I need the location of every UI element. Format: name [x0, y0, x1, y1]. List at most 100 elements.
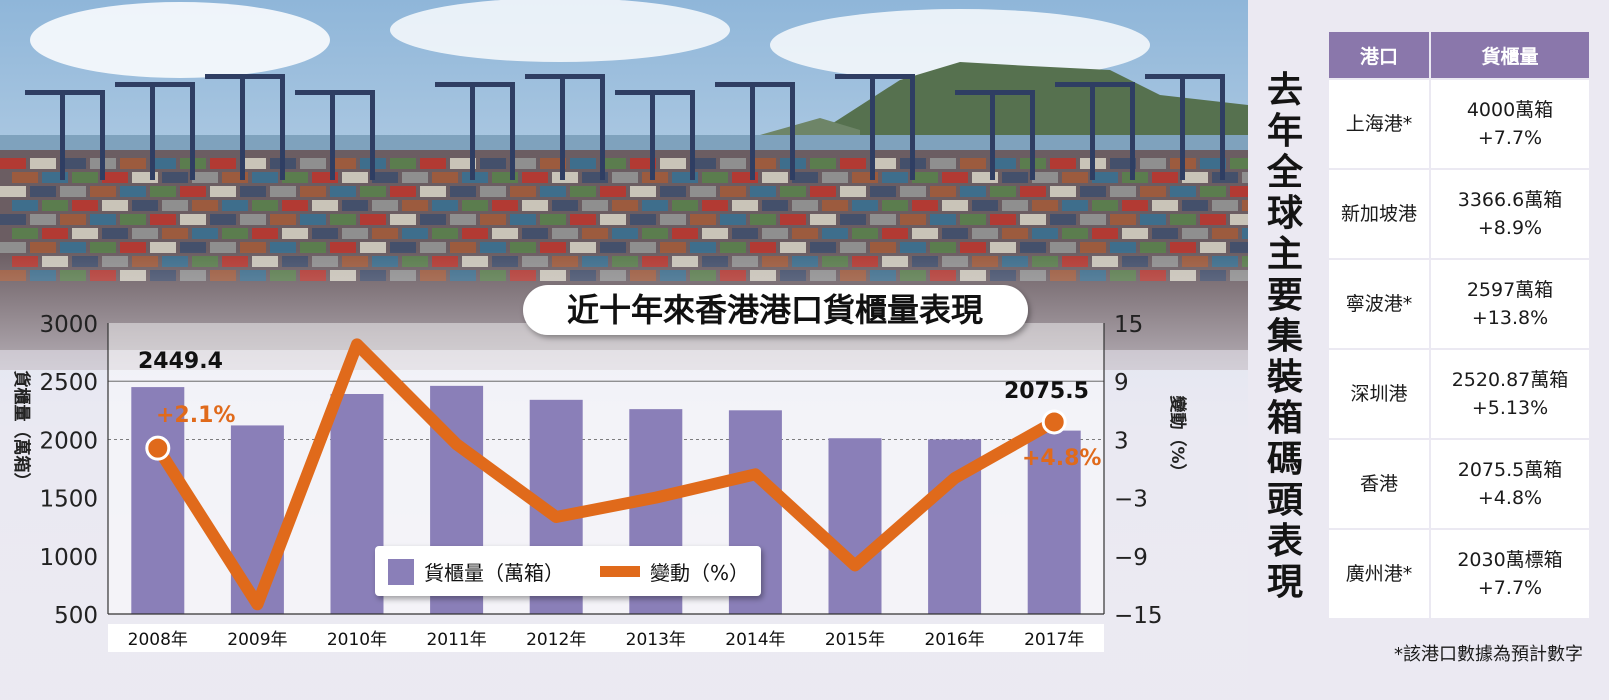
container-block — [510, 186, 536, 197]
port-volume: 2597萬箱 — [1466, 279, 1554, 301]
container-block — [630, 214, 656, 225]
legend-line-label: 變動（%） — [650, 561, 749, 585]
legend: 貨櫃量（萬箱） 變動（%） — [375, 546, 761, 596]
container-block — [1050, 158, 1076, 169]
container-block — [1212, 228, 1238, 239]
port-change: +5.13% — [1471, 397, 1549, 419]
container-block — [102, 200, 128, 211]
container-block — [1080, 214, 1106, 225]
crane-leg — [990, 90, 995, 180]
container-block — [480, 214, 506, 225]
port-change: +4.8% — [1477, 487, 1543, 509]
container-block — [840, 186, 866, 197]
crane-leg — [60, 90, 65, 180]
legend-box — [375, 546, 761, 596]
container-block — [1230, 214, 1256, 225]
container-block — [1062, 228, 1088, 239]
crane-leg — [790, 82, 795, 180]
container-block — [30, 242, 56, 253]
container-block — [570, 214, 596, 225]
side-title: 去年全球主要集裝箱碼頭表現 — [1266, 69, 1303, 603]
container-block — [1170, 186, 1196, 197]
crane-leg — [750, 82, 755, 180]
container-block — [300, 242, 326, 253]
container-block — [300, 158, 326, 169]
container-block — [0, 242, 26, 253]
container-block — [780, 214, 806, 225]
container-block — [480, 186, 506, 197]
container-block — [180, 242, 206, 253]
port-name: 寧波港* — [1329, 260, 1429, 348]
container-block — [102, 172, 128, 183]
container-block — [780, 242, 806, 253]
container-block — [1230, 186, 1256, 197]
port-volume-cell: 2075.5萬箱 +4.8% — [1431, 440, 1589, 528]
container-block — [1200, 158, 1226, 169]
container-block — [210, 186, 236, 197]
container-block — [1062, 172, 1088, 183]
container-block — [120, 158, 146, 169]
container-block — [822, 228, 848, 239]
container-block — [72, 200, 98, 211]
container-block — [630, 242, 656, 253]
y2-tick-label: −3 — [1114, 487, 1148, 513]
container-block — [930, 242, 956, 253]
container-block — [60, 186, 86, 197]
first-change-label: +2.1% — [156, 403, 235, 428]
container-block — [582, 228, 608, 239]
container-block — [510, 158, 536, 169]
container-block — [912, 172, 938, 183]
crane-boom — [615, 90, 695, 95]
x-tick-label: 2015年 — [825, 630, 885, 650]
container-block — [150, 158, 176, 169]
container-block — [420, 186, 446, 197]
container-block — [930, 186, 956, 197]
crane-leg — [1030, 90, 1035, 180]
port-change: +13.8% — [1471, 307, 1549, 329]
container-block — [0, 158, 26, 169]
crane-leg — [870, 74, 875, 180]
container-block — [270, 186, 296, 197]
container-block — [702, 228, 728, 239]
container-block — [240, 186, 266, 197]
y2-tick-label: 15 — [1114, 312, 1143, 338]
x-tick-label: 2010年 — [327, 630, 387, 650]
change-line — [151, 338, 1061, 611]
container-block — [990, 242, 1016, 253]
container-block — [912, 228, 938, 239]
container-block — [972, 172, 998, 183]
container-block — [1110, 186, 1136, 197]
container-block — [360, 214, 386, 225]
container-block — [762, 228, 788, 239]
container-block — [552, 200, 578, 211]
container-block — [660, 186, 686, 197]
container-block — [102, 228, 128, 239]
change-point — [1041, 409, 1067, 435]
container-block — [1050, 214, 1076, 225]
container-block — [660, 158, 686, 169]
change-line-series — [145, 338, 1067, 611]
container-block — [960, 214, 986, 225]
footnote: *該港口數據為預計數字 — [1394, 644, 1583, 665]
container-block — [492, 172, 518, 183]
y2-axis-ticks: 15 9 3 −3 −9 −15 — [1114, 312, 1163, 629]
container-block — [1092, 172, 1118, 183]
container-block — [732, 228, 758, 239]
container-block — [1050, 242, 1076, 253]
port-volume-cell: 3366.6萬箱 +8.9% — [1431, 170, 1589, 258]
container-block — [282, 228, 308, 239]
container-block — [60, 214, 86, 225]
container-block — [372, 172, 398, 183]
container-block — [150, 214, 176, 225]
container-block — [852, 200, 878, 211]
container-block — [720, 158, 746, 169]
container-block — [390, 158, 416, 169]
container-block — [990, 158, 1016, 169]
container-block — [690, 242, 716, 253]
container-block — [0, 214, 26, 225]
container-block — [540, 242, 566, 253]
container-block — [180, 186, 206, 197]
container-block — [60, 158, 86, 169]
container-block — [690, 214, 716, 225]
container-block — [1092, 228, 1118, 239]
